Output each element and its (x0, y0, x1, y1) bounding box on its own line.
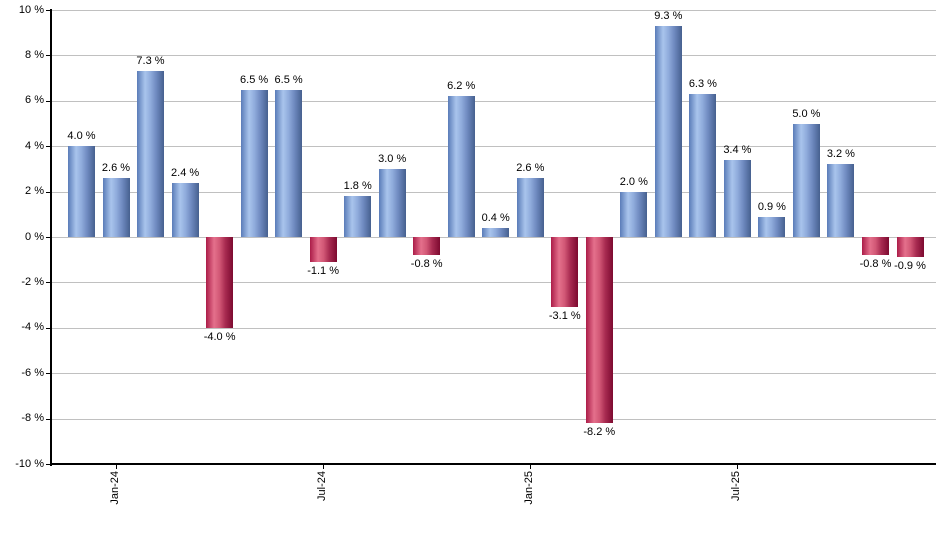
gridline--8 (52, 418, 936, 420)
bar-14 (516, 178, 544, 237)
gridline--6 (52, 373, 936, 375)
y-axis-tick-label: 8 % (25, 48, 44, 61)
bar-24 (862, 237, 889, 256)
bar-value-label: 2.6 % (101, 162, 131, 174)
x-axis-tick-label: Jan-24 (108, 471, 121, 505)
y-axis-tick-label: 0 % (25, 230, 44, 243)
bar-value-label: 5.0 % (792, 107, 821, 120)
y-axis-tick-label: 10 % (18, 3, 44, 16)
bar-5 (206, 237, 234, 328)
x-tick-mark (736, 465, 738, 469)
bar-value-label: -1.1 % (307, 265, 339, 277)
bar-15 (551, 237, 579, 308)
bar-21 (758, 216, 786, 237)
bar-7 (275, 89, 303, 237)
bar-2 (102, 178, 130, 237)
bar-value-label: -0.8 % (859, 258, 892, 271)
bar-13 (482, 227, 510, 237)
bar-18 (654, 25, 682, 237)
bar-value-label: 3.2 % (826, 148, 855, 161)
gridline--2 (52, 282, 936, 284)
x-axis-tick-label: Jul-24 (315, 471, 328, 501)
y-axis-line (50, 9, 52, 466)
bar-25 (896, 237, 924, 258)
bar-value-label: 6.5 % (274, 73, 303, 86)
y-tick-mark (46, 418, 50, 420)
y-tick-mark (46, 373, 50, 375)
bar-9 (344, 196, 372, 237)
bar-22 (792, 123, 820, 237)
x-axis-line (50, 463, 936, 465)
y-axis-tick-label: -10 % (15, 457, 44, 470)
bar-value-label: 4.0 % (67, 130, 96, 143)
gridline-4 (52, 146, 936, 148)
gridline-0 (52, 237, 936, 238)
y-tick-mark (46, 100, 50, 102)
bar-value-label: 6.3 % (688, 78, 717, 90)
bar-20 (723, 159, 751, 237)
y-axis-tick-label: -6 % (21, 366, 44, 379)
x-tick-mark (115, 465, 117, 469)
y-tick-mark (46, 327, 50, 329)
bar-16 (585, 237, 613, 424)
gridline-8 (52, 55, 936, 57)
bar-value-label: 6.5 % (240, 73, 269, 86)
bar-value-label: 2.0 % (619, 175, 648, 188)
y-tick-mark (46, 282, 50, 284)
bar-value-label: 1.8 % (343, 180, 372, 193)
bar-value-label: 0.4 % (481, 211, 510, 224)
gridline--4 (52, 327, 936, 329)
bar-value-label: 2.6 % (516, 162, 545, 174)
bar-1 (68, 146, 95, 237)
bar-3 (137, 71, 164, 237)
bar-value-label: -0.8 % (410, 258, 443, 271)
x-axis-tick-label: Jul-25 (729, 471, 742, 501)
bar-value-label: 7.3 % (136, 55, 165, 68)
y-tick-mark (46, 191, 50, 193)
bar-8 (309, 237, 337, 262)
gridline-10 (52, 10, 936, 11)
bar-value-label: -3.1 % (548, 310, 581, 323)
y-tick-mark (46, 55, 50, 57)
y-axis-tick-label: -4 % (21, 321, 44, 334)
x-axis-tick-label: Jan-25 (522, 471, 535, 505)
bar-value-label: 0.9 % (757, 200, 786, 213)
y-axis-tick-label: -8 % (21, 412, 44, 425)
bar-19 (689, 94, 717, 237)
bar-12 (447, 96, 475, 237)
x-tick-mark (322, 465, 324, 469)
bar-value-label: 3.4 % (723, 143, 752, 156)
y-tick-mark (46, 464, 50, 465)
y-tick-mark (46, 146, 50, 148)
gridline-2 (52, 191, 936, 193)
bar-value-label: 2.4 % (171, 166, 200, 179)
y-axis-tick-label: -2 % (21, 275, 44, 288)
y-tick-mark (46, 237, 50, 238)
bar-value-label: 9.3 % (654, 9, 683, 22)
y-tick-mark (46, 10, 50, 11)
bar-23 (827, 164, 855, 237)
bar-17 (620, 191, 648, 237)
bar-value-label: -4.0 % (203, 330, 236, 343)
bar-4 (171, 182, 199, 237)
y-axis-tick-label: 6 % (25, 94, 44, 107)
gridline-6 (52, 100, 936, 102)
bar-10 (378, 168, 406, 237)
bar-6 (240, 89, 268, 237)
y-axis-tick-label: 2 % (25, 185, 44, 198)
x-tick-mark (529, 465, 531, 469)
bar-11 (413, 237, 441, 256)
bar-value-label: -0.9 % (894, 260, 926, 273)
bar-value-label: 3.0 % (378, 152, 407, 165)
y-axis-tick-label: 4 % (25, 139, 44, 152)
bar-value-label: -8.2 % (583, 426, 616, 439)
bar-value-label: 6.2 % (447, 80, 476, 93)
